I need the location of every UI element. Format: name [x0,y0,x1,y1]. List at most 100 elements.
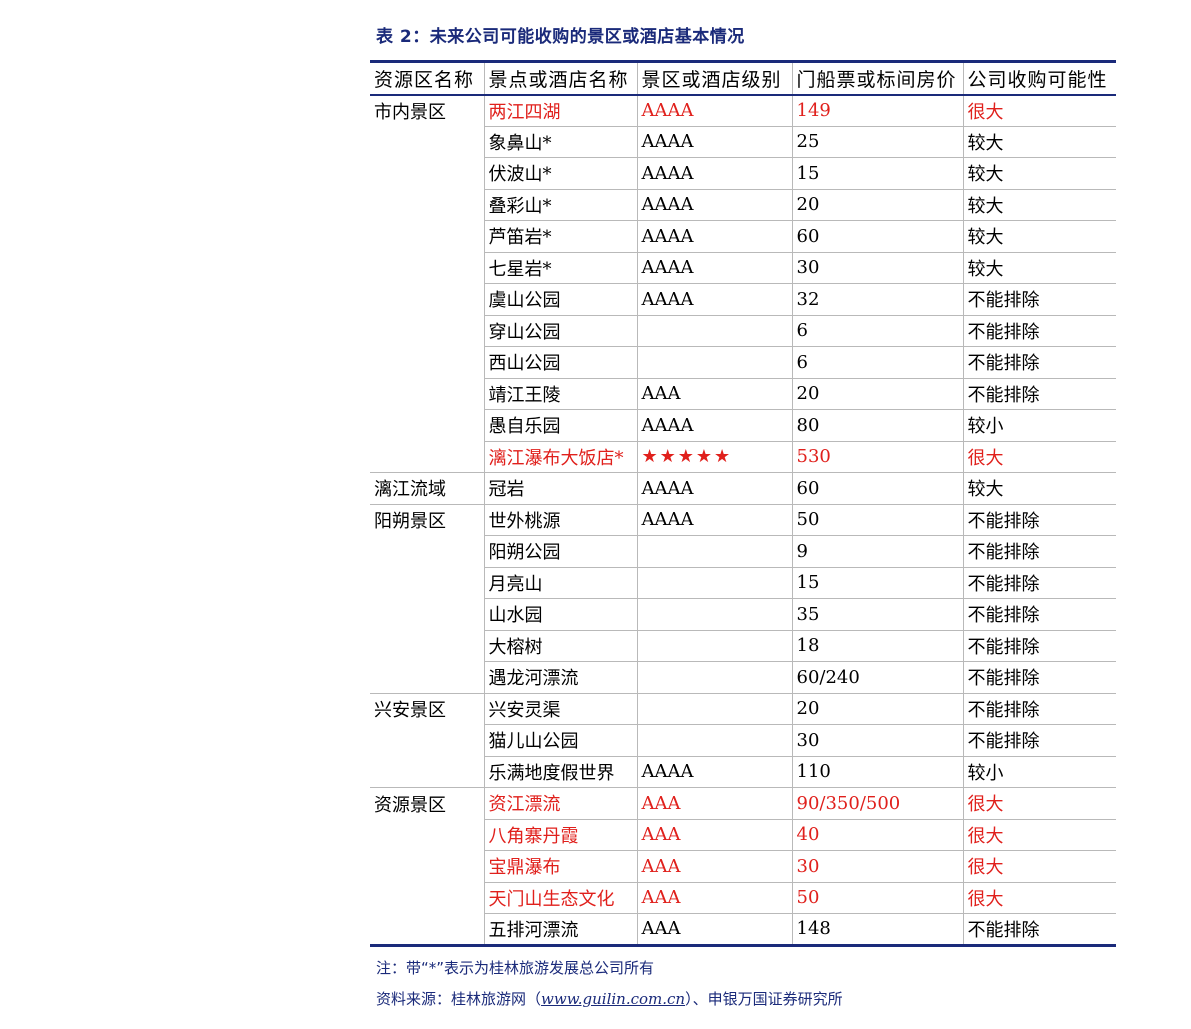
table-row: 芦笛岩* AAAA 60 较大 [370,220,1116,253]
cell-price: 30 [791,724,963,757]
cell-price: 20 [791,189,963,221]
source-suffix: ）、申银万国证券研究所 [685,990,843,1008]
cell-level: AAAA [636,756,792,788]
scenic-table: 资源区名称 景点或酒店名称 景区或酒店级别 门船票或标间房价 公司收购可能性 市… [370,60,1116,947]
table-row: 穿山公园 6 不能排除 [370,315,1116,347]
table-row: 象鼻山* AAAA 25 较大 [370,126,1116,158]
cell-area [370,315,484,347]
cell-area [370,756,484,788]
cell-level: AAAA [636,409,792,442]
cell-name: 天门山生态文化 [483,882,637,914]
table-row: 资源景区 资江漂流 AAA 90/350/500 很大 [370,787,1116,820]
cell-area [370,252,484,284]
cell-possibility: 很大 [962,819,1116,851]
cell-area [370,221,484,253]
cell-level: AAA [636,819,792,851]
table-row: 愚自乐园 AAAA 80 较小 [370,409,1116,442]
table-row: 大榕树 18 不能排除 [370,630,1116,662]
cell-price: 9 [791,535,963,568]
cell-name: 漓江瀑布大饭店* [483,441,637,473]
cell-name: 兴安灵渠 [483,693,637,725]
cell-price: 60/240 [791,661,963,694]
cell-name: 八角寨丹霞 [483,819,637,851]
cell-possibility: 不能排除 [962,535,1116,568]
cell-name: 叠彩山* [483,189,637,221]
cell-possibility: 较大 [962,220,1116,253]
cell-area: 漓江流域 [370,472,484,505]
cell-area: 兴安景区 [374,700,446,721]
cell-price: 60 [791,220,963,253]
cell-possibility: 不能排除 [962,913,1116,947]
table-row: 八角寨丹霞 AAA 40 很大 [370,819,1116,851]
cell-name: 宝鼎瀑布 [483,850,637,883]
cell-area [370,630,484,662]
cell-name: 愚自乐园 [483,409,637,442]
cell-area [370,410,484,442]
cell-name: 虞山公园 [483,283,637,316]
cell-name: 遇龙河漂流 [483,661,637,694]
cell-name: 山水园 [483,598,637,631]
header-name: 景点或酒店名称 [483,60,637,96]
cell-area [370,661,484,694]
cell-level [636,693,792,725]
table-row: 西山公园 6 不能排除 [370,346,1116,379]
cell-area [370,189,484,221]
cell-level: AAAA [636,252,792,284]
header-area: 资源区名称 [370,60,484,96]
cell-possibility: 不能排除 [962,693,1116,725]
cell-level: AAA [636,913,792,947]
cell-level: ★★★★★ [636,441,792,473]
cell-price: 20 [791,693,963,725]
table-row: 漓江流域 冠岩 AAAA 60 较大 [370,472,1116,505]
cell-price: 50 [791,504,963,536]
cell-area [370,284,484,316]
cell-price: 20 [791,378,963,410]
cell-level: AAAA [636,94,792,127]
cell-price: 30 [791,850,963,883]
table-row: 天门山生态文化 AAA 50 很大 [370,882,1116,914]
cell-name: 资江漂流 [483,787,637,820]
cell-name: 阳朔公园 [483,535,637,568]
cell-possibility: 不能排除 [962,598,1116,631]
cell-name: 伏波山* [483,157,637,190]
source-prefix: 资料来源：桂林旅游网（ [376,990,542,1008]
cell-area: 资源景区 [374,794,446,816]
table-title: 表 2：未来公司可能收购的景区或酒店基本情况 [376,27,745,47]
cell-possibility: 很大 [962,850,1116,883]
cell-level [636,724,792,757]
cell-possibility: 较大 [962,157,1116,190]
cell-name: 冠岩 [483,472,637,505]
cell-price: 90/350/500 [791,787,963,820]
cell-price: 35 [791,598,963,631]
cell-possibility: 不能排除 [962,378,1116,410]
table-row: 虞山公园 AAAA 32 不能排除 [370,283,1116,316]
cell-area [370,851,484,883]
table-row: 七星岩* AAAA 30 较大 [370,252,1116,284]
cell-name: 芦笛岩* [483,220,637,253]
cell-name: 月亮山 [483,567,637,599]
source-link[interactable]: www.guilin.com.cn [541,990,686,1008]
cell-price: 25 [791,126,963,158]
cell-level: AAAA [636,126,792,158]
cell-possibility: 较小 [962,409,1116,442]
table-row: 靖江王陵 AAA 20 不能排除 [370,378,1116,410]
cell-price: 6 [791,346,963,379]
cell-area [370,819,484,851]
cell-name: 穿山公园 [483,315,637,347]
table-row: 市内景区 两江四湖 AAAA 149 很大 [370,94,1116,127]
cell-price: 32 [791,283,963,316]
cell-level [636,315,792,347]
cell-level [636,661,792,694]
cell-possibility: 很大 [962,441,1116,473]
cell-price: 110 [791,756,963,788]
cell-area [370,882,484,914]
table-row: 山水园 35 不能排除 [370,598,1116,631]
cell-area [370,126,484,158]
table-row: 阳朔公园 9 不能排除 [370,535,1116,568]
cell-price: 80 [791,409,963,442]
cell-level: AAAA [636,472,792,505]
table-row: 宝鼎瀑布 AAA 30 很大 [370,850,1116,883]
table-header-row: 资源区名称 景点或酒店名称 景区或酒店级别 门船票或标间房价 公司收购可能性 [370,60,1116,96]
cell-price: 30 [791,252,963,284]
cell-possibility: 较大 [962,472,1116,505]
